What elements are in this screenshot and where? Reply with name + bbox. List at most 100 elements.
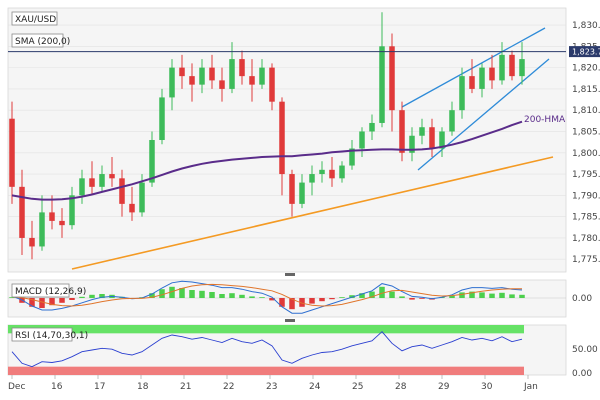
candles — [9, 12, 525, 260]
candle-body — [19, 186, 25, 238]
macd-bar — [29, 298, 35, 307]
candle-body — [489, 67, 495, 81]
panel-resize-handle[interactable] — [285, 273, 295, 276]
macd-bar — [419, 298, 425, 299]
macd-bar — [169, 286, 175, 298]
time-tick-label: Dec — [8, 382, 25, 392]
candle — [319, 161, 325, 183]
macd-bar — [219, 294, 225, 298]
macd-bar — [189, 290, 195, 298]
candle-body — [329, 169, 335, 179]
candle — [79, 169, 85, 204]
candle — [409, 127, 415, 162]
macd-bar — [349, 295, 355, 298]
candle — [289, 169, 295, 217]
candle-body — [139, 182, 145, 213]
candle — [159, 88, 165, 145]
time-tick-label: 25 — [352, 382, 363, 392]
rsi-tag — [11, 327, 73, 342]
time-tick-label: Jan — [523, 382, 538, 392]
support-trendline — [71, 156, 554, 270]
macd-bar — [519, 294, 525, 298]
rsi-tick-0: 0.00 — [572, 369, 592, 379]
candle — [469, 59, 475, 94]
candle-body — [89, 178, 95, 187]
candle-body — [399, 110, 405, 153]
macd-bar — [459, 292, 465, 298]
candle — [419, 118, 425, 145]
candle — [279, 97, 285, 196]
candle-body — [239, 59, 245, 77]
candle — [479, 63, 485, 98]
candle — [439, 127, 445, 158]
rsi-overbought-zone — [8, 325, 524, 334]
candle — [369, 114, 375, 140]
candle — [199, 59, 205, 94]
macd-bar — [449, 295, 455, 298]
macd-tag — [11, 283, 70, 298]
candle — [69, 186, 75, 230]
macd-bar — [399, 296, 405, 298]
price-tick-label: 1,795.00 — [572, 170, 600, 180]
candle — [59, 208, 65, 238]
candle — [389, 33, 395, 132]
candle — [489, 54, 495, 89]
candle — [89, 161, 95, 196]
candle-body — [429, 127, 435, 149]
candle-body — [119, 178, 125, 204]
candle-body — [269, 67, 275, 102]
time-tick-label: 29 — [438, 382, 450, 392]
macd-bar — [49, 298, 55, 306]
candle-body — [39, 212, 45, 247]
time-tick-label: 23 — [266, 382, 277, 392]
candle — [219, 67, 225, 102]
panel-resize-handle[interactable] — [285, 319, 295, 322]
macd-bar — [79, 296, 85, 298]
candle — [269, 63, 275, 111]
candle-body — [219, 80, 225, 89]
candle-body — [349, 148, 355, 166]
rsi-oversold-zone — [8, 366, 524, 375]
candle-body — [199, 67, 205, 85]
sma-200-line — [11, 120, 523, 201]
time-tick-label: 30 — [481, 382, 493, 392]
macd-bar — [39, 298, 45, 308]
candle — [359, 127, 365, 158]
candle — [309, 165, 315, 196]
macd-bar — [209, 292, 215, 298]
macd-bar — [249, 296, 255, 298]
macd-bar — [269, 298, 275, 301]
time-tick-label: 22 — [223, 382, 234, 392]
candle-body — [129, 203, 135, 213]
rsi-line — [11, 331, 523, 368]
candle-body — [379, 46, 385, 123]
macd-bar — [329, 298, 335, 300]
macd-bar — [179, 288, 185, 298]
candle-body — [69, 195, 75, 226]
macd-bar — [389, 291, 395, 298]
macd-bar — [309, 298, 315, 304]
candle-body — [9, 118, 15, 187]
macd-bar — [339, 297, 345, 298]
candle — [9, 101, 15, 204]
indicator-tag — [11, 33, 64, 48]
candle — [239, 50, 245, 85]
candle — [379, 12, 385, 128]
candle-body — [509, 54, 515, 77]
candle — [49, 195, 55, 230]
macd-bar — [499, 292, 505, 298]
candle-body — [339, 165, 345, 179]
macd-bar — [359, 293, 365, 298]
candle-body — [99, 174, 105, 187]
candle-body — [159, 97, 165, 140]
time-tick-label: 24 — [309, 382, 321, 392]
candle-body — [79, 178, 85, 196]
candle — [509, 50, 515, 81]
candle-body — [359, 131, 365, 149]
macd-bar — [299, 298, 305, 307]
macd-line — [11, 280, 523, 314]
candle-body — [459, 76, 465, 111]
candle-body — [449, 110, 455, 132]
candle — [99, 165, 105, 192]
